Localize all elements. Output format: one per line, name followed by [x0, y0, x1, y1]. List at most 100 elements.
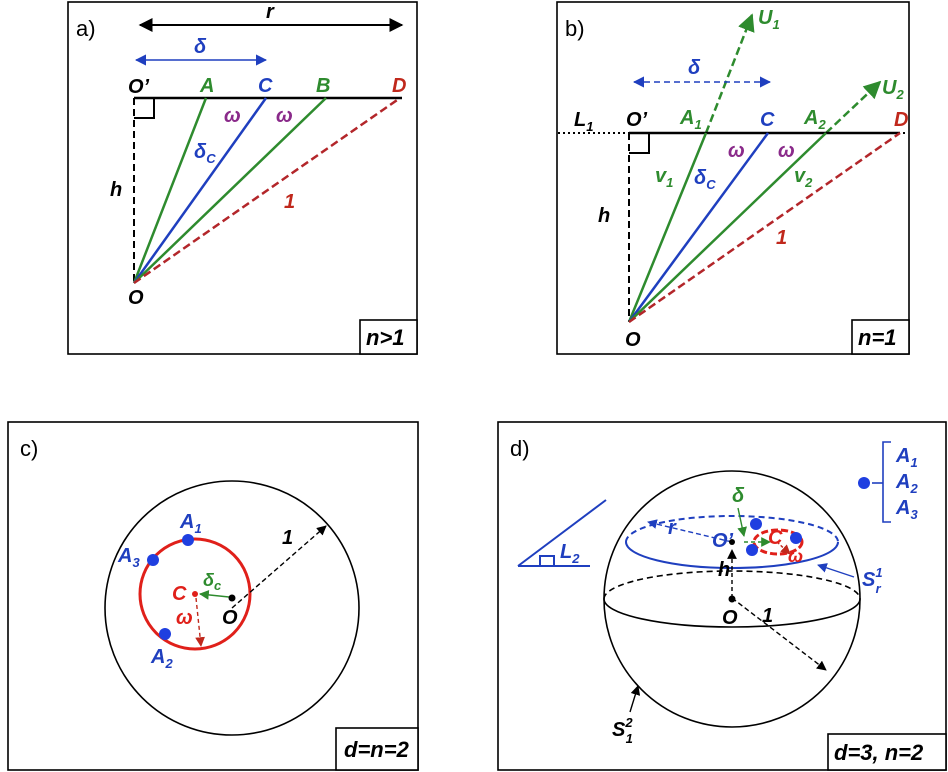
- O-label-b: O: [625, 329, 641, 351]
- omega-2-label: ω: [276, 105, 293, 127]
- legend-A2: A2: [895, 471, 918, 496]
- delta-c-label: δC: [194, 141, 216, 166]
- C-label-d: C: [768, 527, 783, 549]
- L2-label: L2: [560, 541, 580, 566]
- D-label: D: [392, 75, 406, 97]
- right-angle-mark: [134, 98, 155, 119]
- S-1-pointer: [629, 685, 641, 713]
- v2-label: v2: [794, 165, 813, 190]
- point-A2-d: [790, 532, 802, 544]
- omega-arrow-c: [195, 597, 205, 647]
- A3-label-c: A3: [117, 545, 140, 570]
- delta-c-label-b: δC: [694, 167, 716, 192]
- v1-label: v1: [655, 165, 673, 190]
- U2-label: U2: [882, 77, 904, 102]
- omega-2-label-b: ω: [778, 140, 795, 162]
- condition-c: d=n=2: [344, 737, 410, 762]
- O-prime-label: O’: [128, 76, 150, 98]
- center-O-prime-dot: [729, 539, 735, 545]
- C-label-c: C: [172, 583, 187, 605]
- C-label-b: C: [760, 109, 775, 131]
- center-C-dot: [192, 591, 198, 597]
- U1-ray: [704, 13, 755, 134]
- r-label-d: r: [668, 517, 677, 539]
- legend-A1: A1: [895, 445, 918, 470]
- panel-b: b) U1 U2 δ L1 O’ A1 C A2 D ω ω v1 δC v2 …: [556, 1, 910, 355]
- h-label-d: h: [718, 559, 730, 581]
- ray-OD-b: [628, 131, 901, 324]
- r-label: r: [266, 1, 275, 23]
- S-r-pointer: [817, 563, 855, 578]
- panel-a-tag: a): [76, 16, 96, 41]
- A1-label-c: A1: [179, 511, 202, 536]
- ray-OC: [132, 97, 268, 284]
- one-label-c: 1: [282, 527, 293, 549]
- L2-plane-symbol: [517, 499, 607, 567]
- A1-label: A1: [679, 107, 702, 132]
- r-arrow-d: [647, 519, 733, 543]
- A-label: A: [199, 75, 214, 97]
- delta-c-arrow: [199, 590, 230, 600]
- unit-circle: [104, 480, 360, 736]
- ray-OA2: [628, 132, 827, 323]
- condition-b: n=1: [858, 325, 897, 350]
- ray-OB: [133, 97, 327, 284]
- S-r-circle-back: [625, 515, 839, 543]
- A2-label-c: A2: [150, 646, 173, 671]
- omega-label-c: ω: [176, 607, 193, 629]
- delta-c-label-c: δc: [203, 570, 222, 593]
- point-A3: [147, 554, 159, 566]
- omega-1-label-b: ω: [728, 140, 745, 162]
- omega-arrow-d: [776, 541, 791, 555]
- S-1-label: S2 1: [612, 715, 633, 746]
- panel-a: a) r δ O’ A C B D ω ω δC h 1 O n>1: [67, 1, 418, 355]
- legend-dot: [858, 477, 870, 489]
- radius-arrow-d: [731, 597, 827, 671]
- U2-ray: [825, 80, 882, 134]
- h-label-b: h: [598, 205, 610, 227]
- legend-bracket: [882, 441, 891, 523]
- D-label-b: D: [894, 109, 908, 131]
- panel-c-tag: c): [20, 436, 38, 461]
- condition-d: d=3, n=2: [834, 740, 924, 765]
- condition-box-d: [827, 733, 947, 771]
- one-label-b: 1: [776, 227, 787, 249]
- O-label-d: O: [722, 607, 738, 629]
- right-angle-mark-b: [629, 133, 650, 154]
- panel-b-frame: [556, 1, 910, 355]
- point-A2: [159, 628, 171, 640]
- L1-label: L1: [574, 109, 593, 134]
- condition-box-c: [335, 727, 419, 771]
- equator-back: [603, 570, 861, 600]
- ray-OC-b: [627, 132, 770, 323]
- panel-d-frame: [497, 421, 947, 771]
- C-label: C: [258, 75, 273, 97]
- red-circle-d: [752, 528, 804, 556]
- ray-OA1: [627, 132, 708, 323]
- O-label: O: [128, 287, 144, 309]
- ray-OD: [133, 96, 401, 285]
- panel-b-tag: b): [565, 16, 585, 41]
- point-A1: [182, 534, 194, 546]
- B-label: B: [316, 75, 330, 97]
- delta-arrow-d: [737, 507, 747, 537]
- delta-label-d: δ: [732, 485, 745, 507]
- panel-d: d) A1 A2 A3 L2 δ r O’ C ω: [497, 421, 947, 771]
- condition-box-b: [851, 319, 910, 355]
- radius-arrow-c: [231, 525, 327, 609]
- center-O-dot: [228, 594, 236, 602]
- O-label-c: O: [222, 607, 238, 629]
- red-circle: [138, 537, 252, 651]
- O-prime-label-d: O’: [712, 530, 734, 552]
- omega-1-label: ω: [224, 105, 241, 127]
- h-label: h: [110, 179, 122, 201]
- panel-c-frame: [7, 421, 419, 771]
- S-r-label: S1 r: [862, 565, 883, 596]
- omega-label-d: ω: [788, 546, 803, 566]
- ray-OA: [132, 97, 208, 284]
- center-O-dot-d: [728, 595, 736, 603]
- panel-c: c) A1 A3 A2 C δc O ω 1 d=n=2: [7, 421, 419, 771]
- point-A1-d: [750, 518, 762, 530]
- delta-label: δ: [194, 36, 207, 58]
